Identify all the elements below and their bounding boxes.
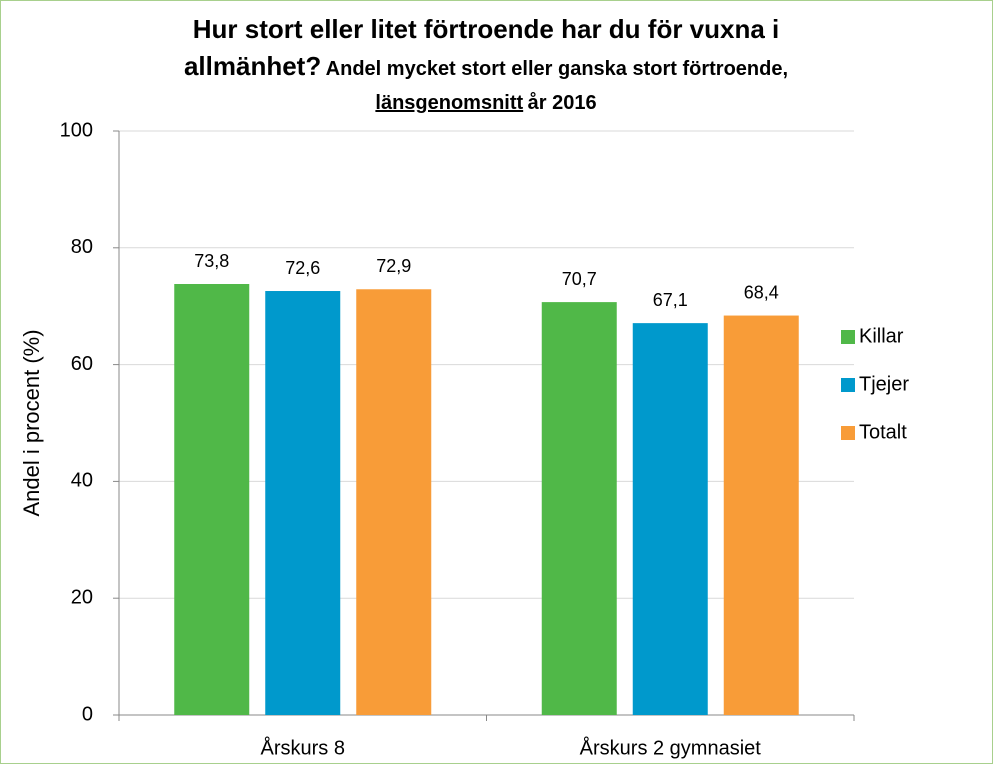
y-tick-label: 40	[71, 470, 93, 492]
y-tick-label: 20	[71, 586, 93, 608]
data-label: 72,9	[376, 256, 411, 276]
y-tick-label: 100	[60, 119, 93, 141]
data-label: 70,7	[562, 269, 597, 289]
legend-swatch	[841, 330, 855, 344]
bar	[723, 315, 799, 715]
data-label: 68,4	[744, 282, 779, 302]
chart-title: Hur stort eller litet förtroende har du …	[183, 14, 780, 81]
y-axis-label: Andel i procent (%)	[19, 329, 44, 516]
subtitle: länsgenomsnitt	[375, 92, 524, 114]
legend-label: Totalt	[859, 421, 907, 443]
bar	[174, 284, 250, 715]
legend-label: Tjejer	[859, 373, 909, 395]
legend-swatch	[841, 378, 855, 392]
y-tick-label: 80	[71, 236, 93, 258]
data-label: 67,1	[653, 290, 688, 310]
x-tick-label: Årskurs 2 gymnasiet	[580, 736, 762, 759]
bar	[265, 291, 341, 715]
y-tick-label: 0	[82, 703, 93, 725]
bar	[541, 302, 617, 715]
data-label: 72,6	[285, 258, 320, 278]
subtitle: Andel mycket stort eller ganska stort fö…	[325, 58, 789, 80]
subtitle: år 2016	[527, 92, 597, 114]
bar	[632, 323, 708, 715]
chart-title-block: Hur stort eller litet förtroende har du …	[161, 13, 811, 121]
data-label: 73,8	[194, 251, 229, 271]
x-tick-label: Årskurs 8	[261, 736, 345, 759]
y-tick-label: 60	[71, 353, 93, 375]
legend-label: Killar	[859, 325, 904, 347]
legend-swatch	[841, 426, 855, 440]
bar	[356, 289, 432, 715]
